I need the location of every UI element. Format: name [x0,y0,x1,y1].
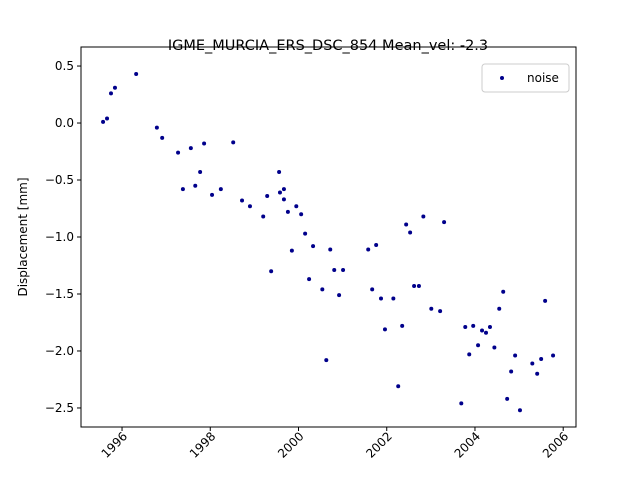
point [459,401,464,406]
point [281,197,286,202]
point [337,293,342,298]
point [154,125,159,130]
point [492,345,497,350]
point [193,183,198,188]
point [105,116,110,121]
point [202,141,207,146]
legend-label: noise [527,71,559,85]
y-tick-label: 0.0 [55,116,74,130]
point [231,140,236,145]
y-tick-label: −1.0 [45,230,74,244]
point [265,193,270,198]
point [404,222,409,227]
point [307,277,312,282]
point [198,170,203,175]
point [535,371,540,376]
point [324,358,329,363]
legend-marker [500,76,504,80]
point [294,204,299,209]
point [218,187,223,192]
point [188,146,193,151]
point [160,135,165,140]
point [112,85,117,90]
point [400,323,405,328]
point [463,325,468,330]
chart-title: IGME_MURCIA_ERS_DSC_854 Mean_vel: -2.3 [168,38,488,54]
point [328,247,333,252]
point [277,170,282,175]
point [438,309,443,314]
point [517,408,522,413]
point [408,230,413,235]
point [109,91,113,96]
point [480,328,485,333]
point [487,325,492,330]
point [476,343,481,348]
point [429,306,434,311]
point [396,384,401,389]
point [247,204,252,209]
point [332,268,337,273]
y-tick-label: −0.5 [45,173,74,187]
point [281,187,286,192]
point [421,214,426,219]
point [101,119,106,124]
point [551,353,556,358]
point [530,361,535,366]
point [176,150,181,155]
point [311,244,316,249]
point [509,369,514,374]
point [289,248,294,253]
point [370,287,375,292]
point [497,306,502,311]
point [513,353,518,358]
legend-box [481,63,570,93]
point [501,289,506,294]
point [505,396,510,401]
point [299,212,304,217]
point [320,287,325,292]
y-tick-label: −1.5 [45,287,74,301]
point [261,214,266,219]
y-tick-label: 0.5 [55,59,74,73]
point [134,72,139,77]
point [382,327,387,332]
point [484,330,488,335]
y-tick-label: −2.0 [45,344,74,358]
y-tick-label: −2.5 [45,401,74,415]
point [341,268,346,273]
point [412,284,417,289]
point [471,323,476,328]
point [277,190,282,195]
point [269,269,274,274]
point [366,247,371,252]
y-axis-label: Displacement [mm] [16,177,30,296]
point [467,352,472,357]
point [374,242,379,247]
point [543,298,548,303]
point [416,284,421,289]
point [391,296,396,301]
point [539,356,544,361]
point [210,192,215,197]
point [285,209,290,214]
point [442,220,447,225]
point [303,231,308,236]
point [240,198,245,203]
point [180,187,185,192]
point [379,296,383,301]
